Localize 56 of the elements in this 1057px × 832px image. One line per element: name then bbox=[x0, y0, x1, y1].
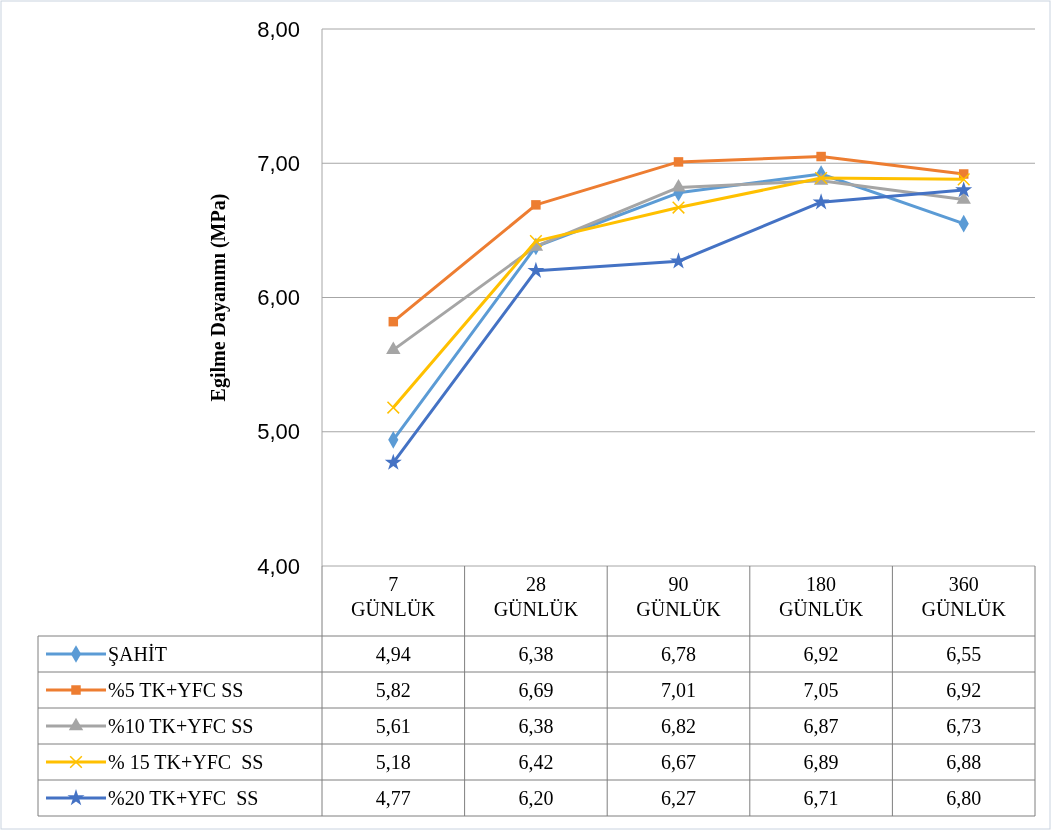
data-label: 6,55 bbox=[946, 643, 982, 665]
data-label: 5,82 bbox=[375, 679, 411, 701]
point bbox=[671, 200, 686, 215]
data-label: 5,61 bbox=[375, 715, 411, 737]
data-label: 4,77 bbox=[375, 787, 411, 809]
legend-label: % 15 TK+YFC SS bbox=[108, 751, 264, 773]
y-tick-label: 8,00 bbox=[257, 16, 300, 42]
data-label: 6,42 bbox=[518, 751, 554, 773]
point bbox=[673, 157, 684, 167]
point bbox=[956, 191, 971, 204]
x-tick-label: 360 GÜNLÜK bbox=[921, 573, 1007, 620]
data-label: 6,92 bbox=[946, 679, 982, 701]
data-label: 6,92 bbox=[803, 643, 839, 665]
data-label: 6,27 bbox=[661, 787, 696, 809]
legend-label: %20 TK+YFC SS bbox=[108, 787, 259, 809]
data-label: 6,88 bbox=[946, 751, 982, 773]
data-label: 6,87 bbox=[803, 715, 839, 737]
data-label: 6,80 bbox=[946, 787, 982, 809]
point bbox=[812, 193, 830, 210]
point bbox=[386, 341, 401, 355]
point bbox=[388, 316, 399, 327]
data-label: 6,89 bbox=[803, 751, 839, 773]
point bbox=[955, 181, 973, 198]
legend-label: %5 TK+YFC SS bbox=[108, 679, 244, 701]
data-label: 6,82 bbox=[661, 715, 696, 737]
y-tick-label: 6,00 bbox=[257, 285, 300, 311]
point bbox=[386, 401, 400, 415]
y-tick-label: 7,00 bbox=[257, 150, 300, 176]
point bbox=[671, 179, 686, 192]
data-label: 5,18 bbox=[375, 751, 411, 773]
legend-label: ŞAHİT bbox=[108, 643, 167, 666]
legend-label: %10 TK+YFC SS bbox=[108, 715, 254, 737]
y-axis-title: Egilme Dayanımı (MPa) bbox=[207, 193, 230, 402]
point bbox=[529, 234, 543, 248]
x-tick-label: 28 GÜNLÜK bbox=[493, 573, 579, 620]
data-label: 7,05 bbox=[803, 679, 839, 701]
x-tick-label: 180 GÜNLÜK bbox=[778, 573, 864, 620]
data-label: 6,38 bbox=[518, 643, 554, 665]
data-label: 6,69 bbox=[518, 679, 554, 701]
point bbox=[957, 172, 971, 186]
data-label: 6,67 bbox=[661, 751, 696, 773]
data-label: 7,01 bbox=[661, 679, 696, 701]
y-tick-label: 4,00 bbox=[257, 553, 300, 579]
data-label: 6,78 bbox=[661, 643, 696, 665]
data-label: 6,38 bbox=[518, 715, 554, 737]
data-label: 6,71 bbox=[803, 787, 839, 809]
x-tick-label: 7 GÜNLÜK bbox=[351, 573, 437, 620]
data-label: 6,20 bbox=[518, 787, 554, 809]
point bbox=[531, 200, 541, 210]
point bbox=[527, 261, 545, 278]
point bbox=[816, 151, 826, 162]
data-label: 6,73 bbox=[946, 715, 982, 737]
point bbox=[384, 453, 402, 470]
y-tick-label: 5,00 bbox=[257, 419, 300, 445]
x-tick-label: 90 GÜNLÜK bbox=[636, 573, 722, 620]
data-label: 4,94 bbox=[375, 643, 411, 665]
